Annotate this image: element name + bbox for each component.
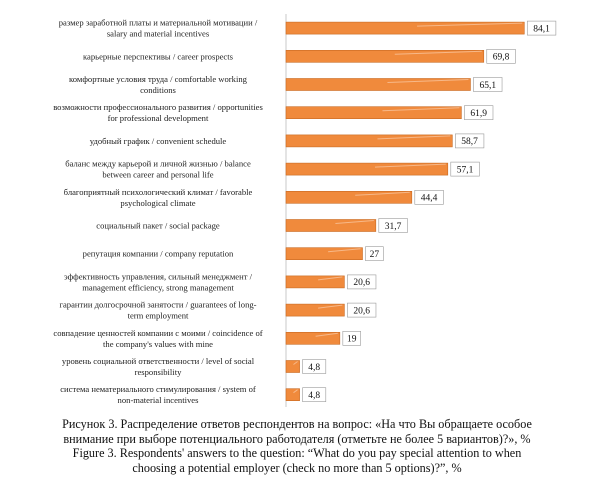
value-label: 58,7 [461, 137, 478, 147]
bars [285, 21, 525, 402]
value-label: 57,1 [457, 165, 474, 175]
value-label: 19 [347, 335, 357, 345]
bar-highlight [394, 50, 482, 55]
value-label: 84,1 [533, 24, 550, 34]
value-label-box [302, 387, 327, 403]
value-label-box [347, 274, 377, 290]
bar-highlight [293, 361, 298, 365]
category-label: социальный пакет / social package [96, 221, 220, 231]
category-label: уровень социальной ответственности / lev… [62, 356, 255, 377]
caption-ru-line2: внимание при выборе потенциального работ… [63, 431, 531, 446]
value-label-box [455, 133, 485, 149]
value-label: 4,8 [308, 363, 320, 373]
bar-highlight [382, 107, 460, 112]
category-labels: размер заработной платы и материальной м… [53, 18, 263, 406]
category-label: карьерные перспективы / career prospects [83, 51, 234, 61]
bar-highlight [315, 332, 338, 337]
caption-en-line1: Figure 3. Respondents' answers to the qu… [72, 446, 522, 461]
value-label: 20,6 [353, 306, 370, 316]
figure-caption: Рисунок 3. Распределение ответов респонд… [8, 417, 586, 475]
bar-highlight [417, 22, 523, 27]
category-label: размер заработной платы и материальной м… [59, 18, 258, 39]
category-label: возможности профессионального развития /… [53, 102, 263, 123]
bar-highlight [374, 163, 446, 168]
bar-highlight [335, 220, 374, 224]
value-label: 20,6 [353, 278, 370, 288]
category-label: репутация компании / company reputation [83, 249, 234, 259]
value-label: 4,8 [308, 391, 320, 401]
value-label: 65,1 [479, 81, 496, 91]
bar-highlight [328, 248, 361, 253]
value-label-box [450, 161, 480, 177]
bar [285, 360, 300, 373]
value-label: 44,4 [421, 194, 438, 204]
category-label: благоприятный психологический климат / f… [64, 187, 253, 208]
value-label-box [414, 190, 444, 205]
bar-highlight [318, 304, 343, 309]
value-label-box [365, 246, 384, 261]
category-label: удобный график / convenient schedule [90, 136, 227, 146]
category-label: комфортные условия труда / comfortable w… [69, 74, 248, 95]
value-labels: 84,1 69,8 65,1 61,9 58,7 57,1 44,4 31,7 27 20,6 20… [302, 20, 557, 403]
bar-highlight [318, 276, 343, 281]
value-label: 61,9 [470, 109, 487, 119]
bar [285, 388, 300, 402]
category-label: эффективность управления, сильный менедж… [64, 271, 253, 292]
caption-en-line2: choosing a potential employer (check no … [132, 460, 462, 475]
value-label-box [473, 77, 503, 92]
value-label-box [464, 105, 494, 120]
category-label: система нематериального стимулирования /… [60, 384, 256, 405]
value-label: 31,7 [385, 222, 402, 232]
value-label-box [378, 218, 408, 233]
caption-ru-line1: Рисунок 3. Распределение ответов респонд… [62, 417, 532, 431]
category-label: баланс между карьерой и личной жизнью / … [65, 159, 251, 180]
value-label-box [342, 330, 361, 346]
bar-highlight [377, 135, 451, 140]
category-label: совпадение ценностей компании с моими / … [53, 328, 262, 349]
value-label-box [486, 48, 516, 64]
value-label: 69,8 [493, 53, 510, 63]
value-label-box [526, 20, 557, 36]
bar-highlight [293, 389, 298, 394]
bar-chart: размер заработной платы и материальной м… [53, 14, 557, 407]
value-label-box [302, 359, 327, 374]
category-label: гарантии долгосрочной занятости / guaran… [59, 300, 256, 321]
bar-highlight [355, 191, 410, 196]
value-label-box [347, 302, 377, 318]
value-label: 27 [370, 250, 380, 260]
bar-highlight [387, 79, 469, 83]
